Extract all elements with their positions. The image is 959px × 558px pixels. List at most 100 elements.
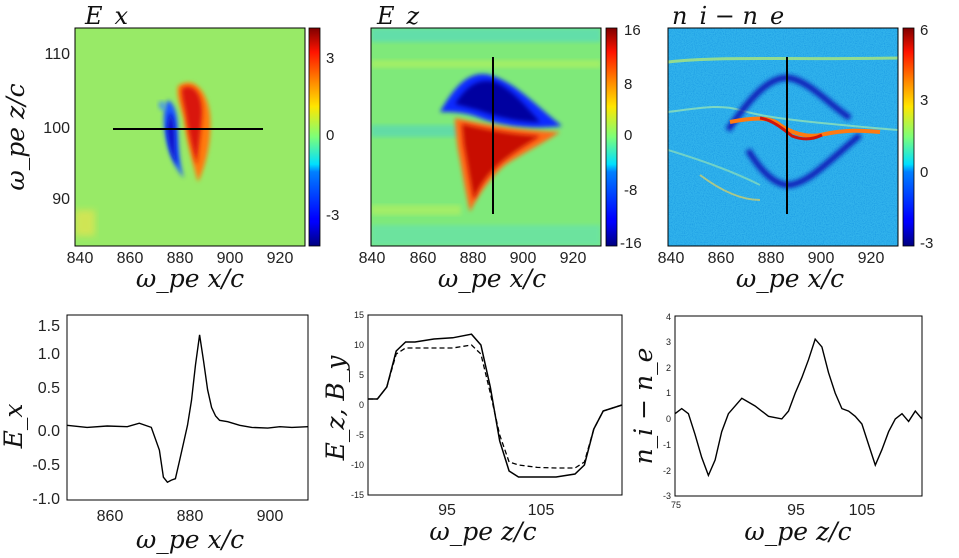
line-ez-by-xtick: 105	[528, 502, 555, 519]
colorbar-density: 6 3 0 -3	[902, 22, 933, 252]
heatmap-ez-xtick: 900	[510, 250, 537, 267]
line-ex-ytick: 0.0	[38, 423, 60, 440]
line-density-frame	[674, 315, 923, 497]
heatmap-ez-xticks: 840 860 880 900 920	[359, 250, 587, 267]
line-density-xtick: 105	[849, 502, 876, 519]
line-density-ytick: -3	[663, 491, 671, 501]
heatmap-ex-xtick: 900	[217, 250, 244, 267]
line-density-ytick: 4	[666, 312, 671, 322]
line-ex-series-solid	[66, 334, 309, 484]
heatmap-ex-xtick: 840	[67, 250, 94, 267]
colorbar-ex-tick: 0	[326, 127, 334, 144]
heatmap-ex-ytick: 90	[52, 191, 70, 208]
heatmap-density: n_i − n_e 840 860 880 900 920 ω_pe x/c 6	[658, 2, 934, 293]
line-ex-ytick: 1.0	[38, 346, 60, 363]
line-ez-by-ytick: -5	[356, 430, 364, 440]
colorbar-ez-gradient	[605, 27, 618, 247]
line-density-series-solid	[674, 337, 923, 478]
line-ez-by-xlabel: ω_pe z/c	[429, 517, 536, 546]
colorbar-density-tick: 3	[920, 92, 928, 109]
heatmap-ex-ylabel: ω_pe z/c	[1, 83, 30, 190]
heatmap-ex-frame	[74, 27, 306, 247]
heatmap-ex-xtick: 920	[267, 250, 294, 267]
line-density-ticks: 75 95 105 4 3 2 1 0 -1 -2 -3	[663, 312, 875, 519]
heatmap-ex-xtick: 860	[117, 250, 144, 267]
heatmap-density-xticks: 840 860 880 900 920	[658, 250, 885, 267]
colorbar-density-tick: -3	[920, 235, 933, 252]
heatmap-ez-xtick: 840	[359, 250, 386, 267]
heatmap-ex-xticks: 840 860 880 900 920	[67, 250, 294, 267]
line-ex-xlabel: ω_pe x/c	[136, 525, 244, 554]
heatmap-ez: E_z 840 860 880 900 920 ω_pe x/c 16 8	[359, 2, 642, 293]
line-density-ytick: -2	[663, 466, 671, 476]
line-ex: 860 880 900 1.5 1.0 0.5 0.0 -0.5 -1.0 ω_…	[0, 314, 309, 554]
line-density-ylabel: n_i − n_e	[629, 348, 658, 465]
heatmap-density-xtick: 880	[758, 250, 785, 267]
line-density-xtick: 75	[671, 500, 681, 510]
heatmap-density-title: n_i − n_e	[672, 2, 784, 30]
colorbar-ez-tick: 0	[624, 127, 632, 144]
line-density-ytick: 1	[666, 388, 671, 398]
heatmap-density-xtick: 920	[858, 250, 885, 267]
line-ex-ytick: 0.5	[38, 380, 60, 397]
line-ez-by-ytick: 5	[359, 370, 364, 380]
heatmap-ez-image	[371, 28, 601, 246]
heatmap-ez-title: E_z	[376, 2, 420, 30]
heatmap-density-xlabel: ω_pe x/c	[736, 264, 844, 293]
heatmap-ex: E_x 840 860 880 900 920 90 100 110 ω_pe …	[1, 2, 339, 293]
heatmap-ex-ytick: 100	[43, 120, 70, 137]
line-ex-ticks: 860 880 900 1.5 1.0 0.5 0.0 -0.5 -1.0	[32, 318, 283, 525]
colorbar-ez-tick: 8	[624, 76, 632, 93]
line-ex-ylabel: E_x	[0, 404, 28, 450]
line-density-ytick: -1	[663, 440, 671, 450]
colorbar-ex: 3 0 -3	[308, 27, 339, 247]
colorbar-density-tick: 6	[920, 22, 928, 39]
line-ex-xtick: 860	[97, 508, 124, 525]
heatmap-density-xtick: 860	[708, 250, 735, 267]
colorbar-ez-tick: -8	[624, 182, 637, 199]
heatmap-density-xtick: 900	[808, 250, 835, 267]
line-density-ytick: 0	[666, 414, 671, 424]
line-ex-xtick: 880	[177, 508, 204, 525]
line-ez-by-series-solid	[368, 333, 623, 478]
colorbar-ex-tick: 3	[326, 50, 334, 67]
line-ex-ytick: 1.5	[38, 318, 60, 335]
heatmap-ez-xtick: 880	[460, 250, 487, 267]
heatmap-ex-xtick: 880	[167, 250, 194, 267]
heatmap-ex-yticks: 90 100 110	[43, 46, 70, 208]
line-density-xlabel: ω_pe z/c	[744, 517, 851, 546]
line-ez-by-ytick: 0	[359, 400, 364, 410]
heatmap-density-frame	[667, 27, 899, 247]
line-ez-by-ylabel: E_z, B_y	[321, 355, 350, 462]
heatmap-density-image	[668, 28, 898, 246]
line-ex-frame	[66, 314, 309, 501]
colorbar-ez-tick: -16	[620, 235, 642, 252]
line-ez-by-ytick: -15	[351, 490, 364, 500]
line-ex-ytick: -1.0	[32, 491, 60, 508]
heatmap-ex-title: E_x	[84, 2, 129, 30]
line-ez-by-ytick: 10	[354, 340, 364, 350]
line-ez-by-xtick: 95	[438, 502, 456, 519]
colorbar-ex-gradient	[308, 27, 321, 247]
heatmap-ez-xtick: 920	[560, 250, 587, 267]
line-ez-by-ticks: 95 105 15 10 5 0 -5 -10 -15	[351, 310, 554, 519]
colorbar-density-gradient	[902, 27, 915, 247]
line-ex-ytick: -0.5	[32, 457, 60, 474]
heatmap-density-xtick: 840	[658, 250, 685, 267]
heatmap-ex-xlabel: ω_pe x/c	[136, 264, 244, 293]
line-ez-by-ytick: 15	[354, 310, 364, 320]
heatmap-ex-ytick: 110	[44, 46, 70, 63]
line-ez-by: 95 105 15 10 5 0 -5 -10 -15 ω_pe z/c E_z…	[321, 310, 623, 546]
line-ex-xtick: 900	[257, 508, 284, 525]
colorbar-density-tick: 0	[920, 164, 928, 181]
colorbar-ez-tick: 16	[624, 22, 641, 39]
line-ez-by-ytick: -10	[351, 460, 364, 470]
colorbar-ez: 16 8 0 -8 -16	[605, 22, 642, 252]
heatmap-ez-frame	[370, 27, 602, 247]
heatmap-ex-image	[75, 28, 305, 246]
line-ez-by-series-dashed	[368, 344, 623, 469]
line-density-ytick: 3	[666, 337, 671, 347]
heatmap-ez-xtick: 860	[410, 250, 437, 267]
heatmap-ez-xlabel: ω_pe x/c	[438, 264, 546, 293]
